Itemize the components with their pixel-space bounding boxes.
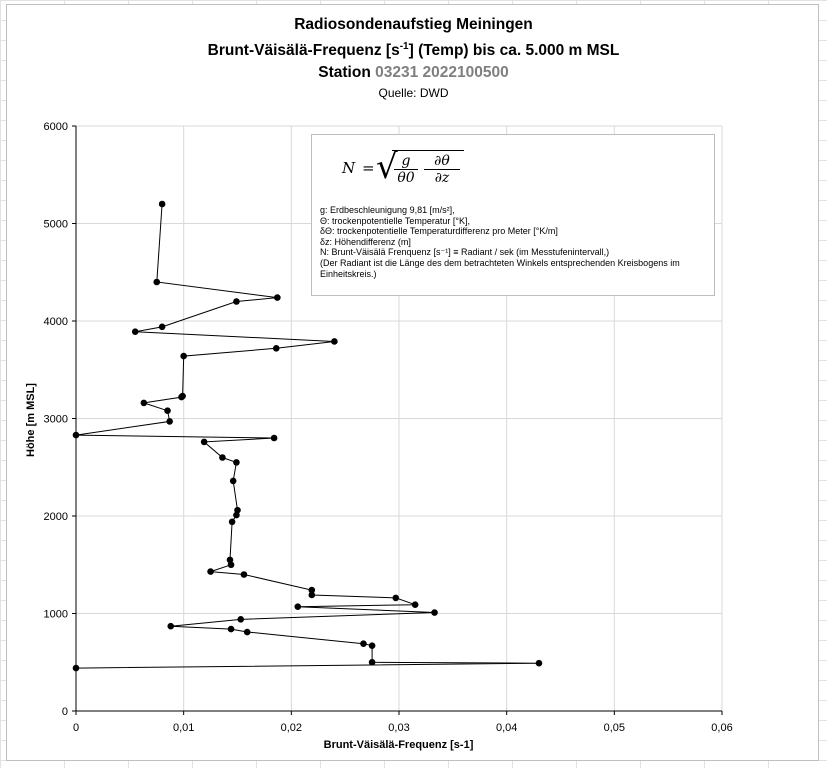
data-point [308, 591, 316, 599]
formula-frac1-denominator: θ0 [397, 170, 415, 186]
data-point [153, 278, 161, 286]
data-point [233, 298, 240, 305]
data-point [178, 393, 185, 401]
x-tick-label: 0,04 [496, 722, 517, 734]
data-point [140, 399, 148, 407]
sqrt-icon: √ [376, 147, 398, 187]
chart-title-line-3: Station 03231 2022100500 [0, 62, 827, 84]
chart-title-block: Radiosondenaufstieg Meiningen Brunt-Väis… [0, 14, 827, 101]
data-point [131, 328, 139, 336]
data-point [368, 658, 376, 666]
data-point [164, 407, 171, 415]
data-point [431, 609, 438, 616]
data-point [392, 594, 400, 602]
data-point [233, 459, 240, 466]
chart-title-line-2-end: ] (Temp) bis ca. 5.000 m MSL [408, 42, 620, 60]
data-point [535, 659, 543, 667]
data-point [72, 664, 80, 672]
formula-equals: = [362, 159, 375, 177]
x-tick-label: 0,02 [281, 722, 302, 734]
data-point [227, 625, 235, 633]
data-point [180, 352, 187, 360]
data-point [233, 511, 240, 519]
y-tick-label: 3000 [44, 414, 68, 426]
sqrt-bar [392, 150, 464, 151]
y-tick-label: 5000 [44, 219, 68, 231]
formula-frac2-numerator: ∂θ [424, 153, 460, 170]
data-point [228, 518, 236, 526]
data-point [158, 200, 166, 208]
data-point [200, 438, 208, 446]
formula-legend-text: g: Erdbeschleunigung 9,81 [m/s²], Θ: tro… [320, 205, 712, 279]
chart-area[interactable] [6, 4, 819, 761]
y-tick-label: 1000 [44, 609, 68, 621]
chart-title-line-2-start: Brunt-Väisälä-Frequenz [s [207, 42, 400, 60]
chart-title-line-1: Radiosondenaufstieg Meiningen [294, 16, 533, 33]
formula-textbox[interactable]: N = √ g θ0 ∂θ ∂z g: Erdbeschleunigung 9,… [311, 134, 715, 296]
data-point [294, 603, 302, 610]
legend-line: Θ: trockenpotentielle Temperatur [°K], [320, 215, 471, 226]
legend-line: δz: Höhendifferenz (m] [320, 236, 411, 247]
legend-line: Einheitskreis.) [320, 268, 377, 279]
data-point [360, 640, 367, 648]
formula-frac1-numerator: g [394, 153, 418, 170]
y-tick-label: 2000 [44, 511, 68, 523]
data-point [229, 477, 237, 485]
formula-fraction-g-theta: g θ0 [394, 153, 418, 186]
chart-title-superscript: -1 [399, 41, 409, 52]
data-point [368, 642, 376, 649]
data-point [411, 601, 419, 609]
chart-title-line-2: Brunt-Väisälä-Frequenz [s-1] (Temp) bis … [0, 36, 827, 62]
data-point [207, 568, 214, 575]
data-point [227, 561, 235, 569]
x-tick-label: 0 [73, 722, 79, 734]
data-point [243, 628, 251, 636]
x-tick-label: 0,06 [711, 722, 732, 734]
legend-line: g: Erdbeschleunigung 9,81 [m/s²], [320, 205, 455, 215]
formula-fraction-dtheta-dz: ∂θ ∂z [424, 153, 460, 186]
data-point [240, 571, 248, 578]
y-axis-title: Höhe [m MSL] [25, 383, 37, 457]
legend-line: δΘ: trockenpotentielle Temperaturdiffere… [320, 226, 558, 237]
data-point [167, 622, 175, 630]
brunt-vaisala-formula: N = √ g θ0 ∂θ ∂z [340, 145, 480, 195]
data-point [72, 431, 80, 439]
data-point [308, 586, 316, 594]
x-tick-label: 0,03 [388, 722, 409, 734]
y-tick-label: 6000 [44, 121, 68, 133]
data-point [272, 345, 280, 352]
chart-subtitle-source: Quelle: DWD [378, 86, 449, 101]
data-point [158, 323, 166, 331]
y-tick-label: 4000 [44, 316, 68, 328]
legend-line: (Der Radiant ist die Länge des dem betra… [320, 257, 680, 268]
x-axis-title: Brunt-Väisälä-Frequenz [s-1] [323, 739, 474, 751]
station-code: 03231 2022100500 [375, 64, 509, 82]
formula-frac2-denominator: ∂z [434, 170, 450, 186]
data-point [237, 616, 245, 623]
formula-lhs: N [342, 159, 356, 177]
legend-line: N: Brunt-Väisälä Frenquenz [s⁻¹] ≡ Radia… [320, 247, 610, 258]
data-point [219, 454, 226, 461]
data-point [274, 294, 281, 301]
station-label: Station [318, 64, 376, 82]
data-point [166, 418, 173, 425]
x-tick-label: 0,01 [173, 722, 194, 734]
data-point [331, 338, 338, 345]
y-tick-label: 0 [62, 706, 68, 718]
x-tick-label: 0,05 [604, 722, 625, 734]
data-point [270, 434, 278, 442]
